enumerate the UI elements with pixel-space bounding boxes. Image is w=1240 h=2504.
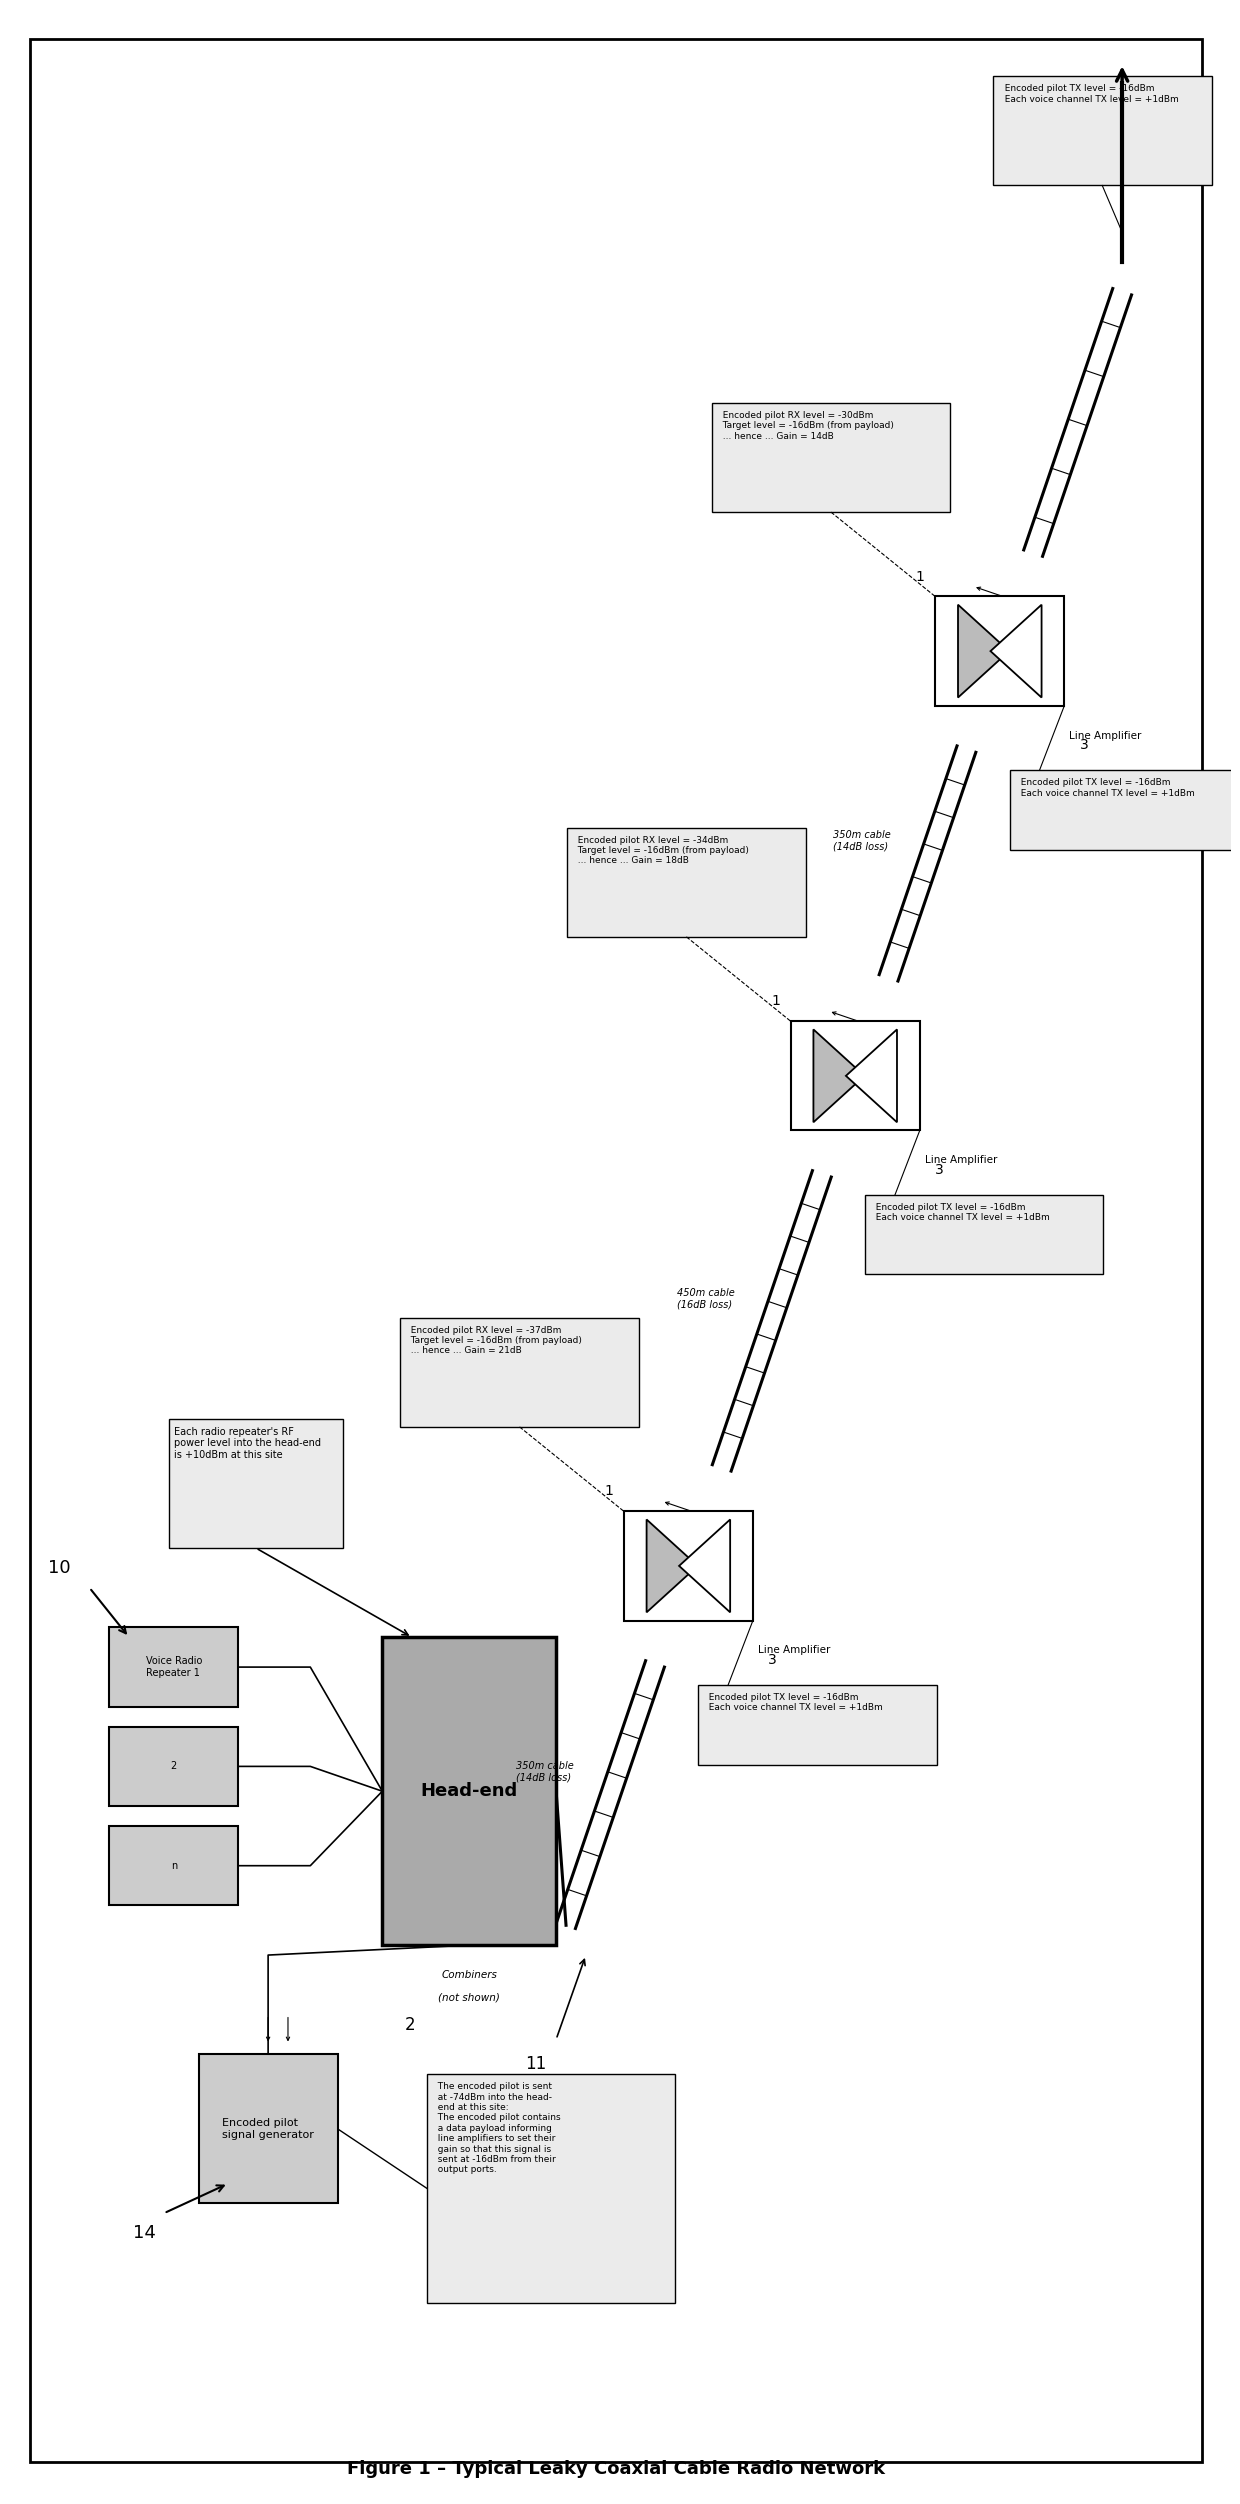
Bar: [427, 2073, 676, 2304]
Bar: [382, 1638, 556, 1946]
Polygon shape: [646, 1520, 698, 1613]
Text: 10: 10: [48, 1560, 71, 1578]
Bar: [109, 1728, 238, 1805]
Polygon shape: [959, 603, 1009, 699]
Text: Encoded pilot RX level = -37dBm
  Target level = -16dBm (from payload)
  ... hen: Encoded pilot RX level = -37dBm Target l…: [405, 1325, 583, 1355]
Text: Each radio repeater's RF
power level into the head-end
is +10dBm at this site: Each radio repeater's RF power level int…: [174, 1427, 321, 1460]
Text: 350m cable
(14dB loss): 350m cable (14dB loss): [833, 831, 890, 851]
Polygon shape: [813, 1029, 864, 1122]
Text: 1: 1: [604, 1485, 614, 1497]
Bar: [712, 403, 950, 513]
Bar: [993, 75, 1211, 185]
Text: The encoded pilot is sent
  at -74dBm into the head-
  end at this site:
  The e: The encoded pilot is sent at -74dBm into…: [432, 2083, 560, 2173]
Polygon shape: [846, 1029, 897, 1122]
Bar: [791, 1022, 920, 1129]
Text: 450m cable
(16dB loss): 450m cable (16dB loss): [677, 1287, 735, 1310]
Text: Line Amplifier: Line Amplifier: [758, 1645, 831, 1655]
Text: Encoded pilot RX level = -34dBm
  Target level = -16dBm (from payload)
  ... hen: Encoded pilot RX level = -34dBm Target l…: [572, 836, 749, 866]
Bar: [1009, 771, 1240, 849]
Text: (not shown): (not shown): [438, 1993, 500, 2003]
Text: 1: 1: [771, 994, 780, 1009]
Text: Head-end: Head-end: [420, 1783, 518, 1800]
Text: 3: 3: [769, 1653, 777, 1668]
Text: Encoded pilot TX level = -16dBm
  Each voice channel TX level = +1dBm: Encoded pilot TX level = -16dBm Each voi…: [870, 1202, 1050, 1222]
Text: 1: 1: [916, 568, 925, 583]
Text: Encoded pilot
signal generator: Encoded pilot signal generator: [222, 2118, 314, 2138]
Text: 350m cable
(14dB loss): 350m cable (14dB loss): [516, 1760, 574, 1783]
Bar: [624, 1512, 753, 1620]
Text: Encoded pilot TX level = -16dBm
  Each voice channel TX level = +1dBm: Encoded pilot TX level = -16dBm Each voi…: [1014, 779, 1194, 799]
Text: 2: 2: [171, 1760, 177, 1770]
Text: Voice Radio
Repeater 1: Voice Radio Repeater 1: [145, 1655, 202, 1678]
Text: Encoded pilot TX level = -16dBm
  Each voice channel TX level = +1dBm: Encoded pilot TX level = -16dBm Each voi…: [703, 1693, 883, 1713]
Text: Encoded pilot TX level = -16dBm
  Each voice channel TX level = +1dBm: Encoded pilot TX level = -16dBm Each voi…: [999, 85, 1179, 103]
Text: 3: 3: [1080, 739, 1089, 754]
Polygon shape: [680, 1520, 730, 1613]
Text: Line Amplifier: Line Amplifier: [1069, 731, 1142, 741]
Bar: [567, 829, 806, 936]
Text: 3: 3: [935, 1164, 944, 1177]
Bar: [935, 596, 1064, 706]
Bar: [169, 1420, 342, 1547]
Text: 11: 11: [526, 2056, 547, 2073]
Bar: [401, 1317, 639, 1427]
Text: 14: 14: [133, 2224, 155, 2241]
Text: 2: 2: [404, 2016, 415, 2033]
Text: Combiners: Combiners: [441, 1971, 497, 1981]
Bar: [198, 2053, 337, 2204]
Bar: [109, 1628, 238, 1708]
Bar: [698, 1685, 936, 1765]
Text: Encoded pilot RX level = -30dBm
  Target level = -16dBm (from payload)
  ... hen: Encoded pilot RX level = -30dBm Target l…: [717, 411, 894, 441]
Bar: [866, 1194, 1104, 1275]
Bar: [109, 1825, 238, 1906]
Text: Line Amplifier: Line Amplifier: [925, 1154, 997, 1164]
Polygon shape: [991, 603, 1042, 699]
Text: Figure 1 – Typical Leaky Coaxial Cable Radio Network: Figure 1 – Typical Leaky Coaxial Cable R…: [347, 2461, 885, 2479]
Text: n: n: [171, 1860, 177, 1870]
